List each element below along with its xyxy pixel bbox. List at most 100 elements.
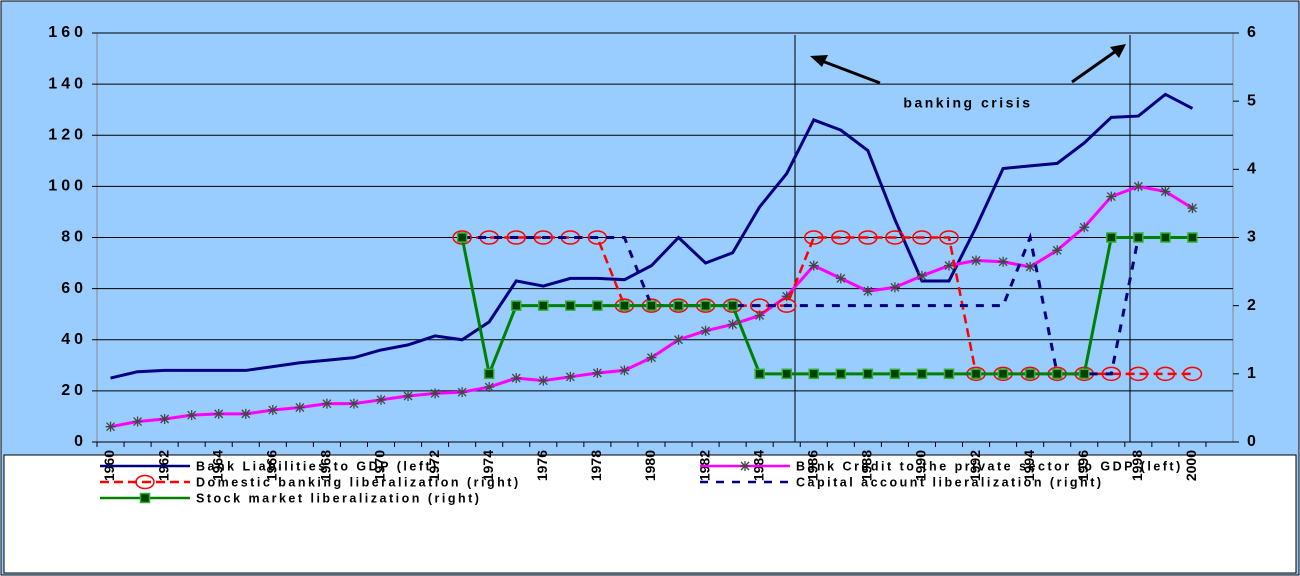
point-stroke [863,286,873,296]
point [240,408,251,419]
point [105,421,116,432]
y-tick-label: 100 [48,178,87,195]
point-stroke [809,261,819,271]
point-stroke [511,373,521,383]
y2-tick-label: 1 [1247,365,1260,382]
arrow [821,59,881,85]
point [592,367,603,378]
point [565,300,576,311]
point [835,368,847,380]
point-stroke [322,399,332,409]
legend-box [3,454,1297,574]
arrow [1071,49,1117,84]
x-tick-label: 1974 [480,450,496,481]
point-stroke [457,387,467,397]
y2-tick-label: 3 [1247,229,1260,246]
point [754,310,765,321]
point [1160,232,1171,243]
point [538,300,549,311]
y2-tick-label: 5 [1247,92,1260,109]
point [132,416,143,427]
point [506,230,526,245]
x-tick-label: 1988 [859,450,875,481]
point [700,300,711,311]
point [511,373,522,384]
point [889,282,900,293]
point [781,368,792,380]
point-stroke [1187,203,1197,213]
point-stroke [674,335,683,345]
point-stroke [619,365,629,375]
point-stroke [565,372,575,382]
x-tick-label: 1990 [913,450,929,481]
point-stroke [430,388,440,398]
point [912,230,932,245]
point [673,334,684,345]
point [1052,245,1063,256]
point-stroke [1025,262,1035,272]
arrow-head [810,55,828,67]
y-tick-label: 0 [74,433,87,450]
point [510,300,522,311]
y-tick-label: 80 [61,229,87,246]
point [1106,191,1117,202]
point [213,408,224,419]
point-stroke [133,417,143,427]
point-stroke [1052,245,1062,255]
point [403,390,414,401]
y-tick-label: 140 [48,75,87,92]
point [916,270,927,281]
y2-tick-label: 2 [1247,297,1260,314]
point [862,368,874,380]
point [135,474,155,490]
point [971,255,982,266]
y-tick-label: 120 [48,126,87,143]
point [700,325,711,336]
point [483,368,495,380]
legend-label: Bank Credit to the private sector to GDP… [796,459,1183,473]
point [916,368,928,380]
point [831,230,851,245]
x-tick-label: 1972 [426,450,442,481]
point [754,368,765,380]
point [944,260,954,271]
x-tick-label: 1966 [264,450,280,481]
point-stroke [592,368,602,378]
series-line [110,92,1194,380]
point [1155,366,1176,382]
x-tick-label: 1992 [967,450,983,481]
y2-tick-label: 6 [1247,24,1260,41]
point [889,368,901,380]
y-tick-label: 60 [61,280,87,297]
point [776,298,797,313]
point [740,461,750,471]
point [646,300,657,311]
point [997,368,1009,380]
x-tick-label: 1978 [588,450,604,481]
point [533,230,554,245]
x-tick-label: 1998 [1129,450,1145,481]
point-stroke [349,399,359,409]
point [1182,366,1203,382]
point-stroke [376,395,386,405]
point [430,388,441,399]
point-stroke [944,261,954,271]
point [619,365,630,376]
point [1025,261,1036,272]
grid [92,32,1239,447]
point [943,368,955,380]
x-tick-label: 1970 [372,450,388,481]
point-stroke [890,282,900,292]
point [1101,366,1122,382]
point [646,352,657,363]
point [456,232,468,243]
point-stroke [836,273,846,283]
annotation: banking crisis [903,95,1032,111]
point [808,368,820,380]
point-stroke [728,319,738,329]
point-stroke [484,382,494,392]
point [484,382,495,393]
point [808,260,819,271]
point [998,256,1009,267]
